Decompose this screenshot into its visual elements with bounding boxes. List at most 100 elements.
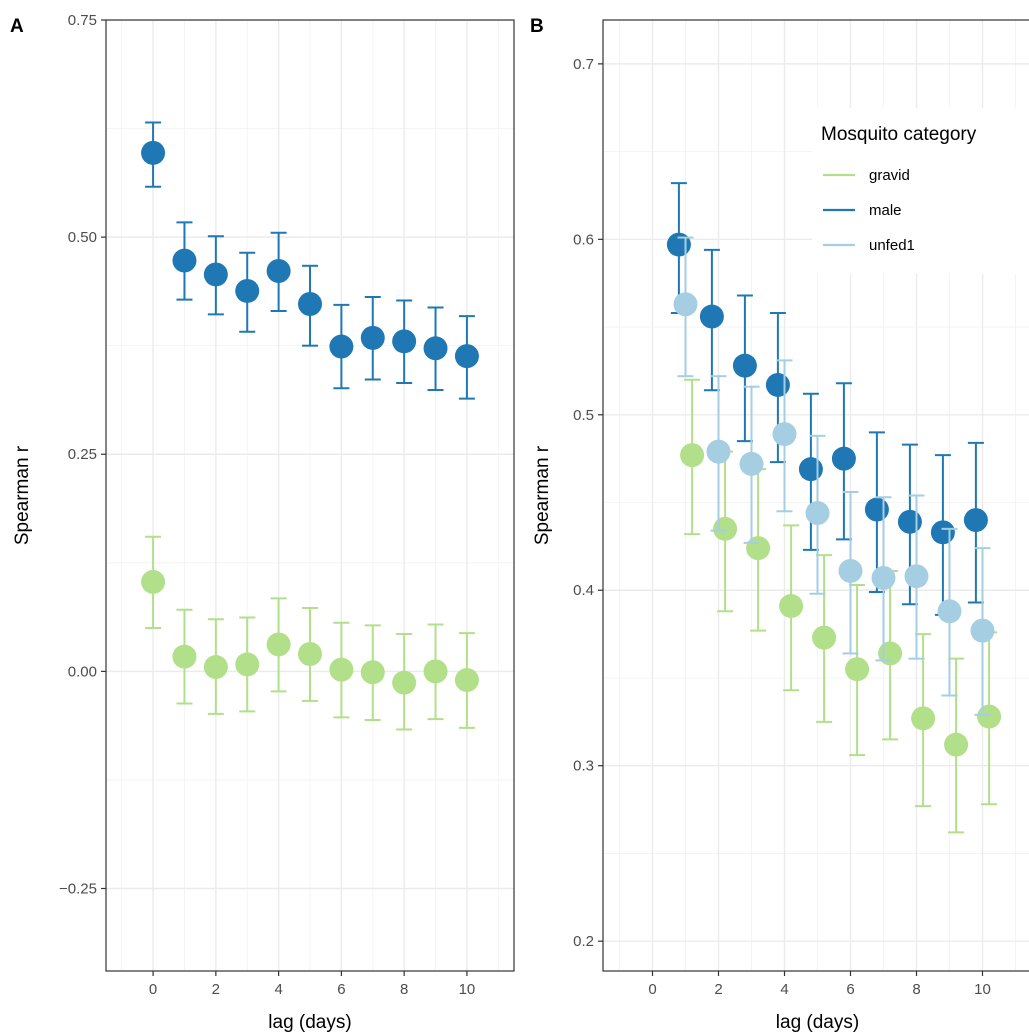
data-point [765,372,790,397]
data-point [141,569,166,594]
data-point [739,451,764,476]
y-axis-title: Spearman r [12,445,33,545]
data-point [706,439,731,464]
y-axis-title: Spearman r [532,445,553,545]
data-point [680,443,705,468]
x-tick-label: 2 [212,981,220,998]
x-tick-label: 4 [274,981,282,998]
legend-background [812,108,1029,274]
data-point [713,516,738,541]
data-point [298,642,322,666]
y-tick-label: 0.00 [68,663,97,680]
data-point [779,594,804,619]
data-point [454,344,479,369]
data-point [963,508,988,533]
legend-label-unfed1: unfed1 [869,237,915,254]
data-point [845,657,870,682]
data-point [172,248,197,273]
data-point [812,625,837,650]
data-point [864,497,889,522]
series-male [141,121,479,400]
data-point [772,422,797,447]
data-point [944,732,969,757]
series-unfed1 [673,236,995,716]
data-point [666,232,691,257]
data-point [930,520,955,545]
data-point [897,509,922,534]
data-point [423,336,448,361]
data-point [673,292,698,317]
data-point [298,291,322,316]
data-point [871,565,896,590]
x-axis: 0 2 4 6 8 10 [648,971,991,998]
series-gravid [141,535,479,731]
y-tick-label: 0.7 [573,56,594,73]
x-tick-label: 0 [149,981,157,998]
data-point [266,632,291,657]
y-tick-label: 0.25 [68,446,97,463]
data-point [831,446,856,471]
y-tick-label: 0.4 [573,582,594,599]
y-axis: 0.2 0.3 0.4 0.5 0.6 0.7 [573,56,603,950]
x-tick-label: 10 [974,981,991,998]
data-point [235,652,260,677]
data-point [392,670,417,695]
legend-label-male: male [869,202,902,219]
panel-tag: A [10,16,24,37]
data-point [392,329,417,354]
data-point [360,660,385,685]
x-axis: 0 2 4 6 8 10 [149,971,475,998]
data-point [911,706,936,731]
data-point [805,501,830,526]
data-point [746,536,771,561]
data-point [329,334,354,359]
data-marks [141,121,479,731]
gridlines [106,20,514,971]
data-point [904,564,929,589]
series-gravid [680,378,1002,834]
data-point [970,618,995,643]
x-tick-label: 10 [459,981,476,998]
data-point [329,657,354,682]
data-point [878,641,903,666]
data-point [203,655,228,680]
data-point [203,262,228,287]
y-tick-label: −0.25 [59,880,97,897]
data-point [172,644,197,669]
legend-title: Mosquito category [821,124,977,145]
panel-tag: B [530,16,544,37]
data-point [699,304,724,329]
data-point [360,325,385,350]
y-tick-label: 0.50 [68,229,97,246]
x-tick-label: 8 [400,981,408,998]
x-axis-title: lag (days) [776,1012,859,1033]
y-tick-label: 0.6 [573,231,594,248]
data-point [732,353,757,378]
y-axis: −0.25 0.00 0.25 0.50 0.75 [59,12,106,897]
x-tick-label: 8 [912,981,920,998]
panel-border [105,19,515,972]
data-point [141,140,166,165]
x-tick-label: 0 [648,981,656,998]
y-tick-label: 0.3 [573,758,594,775]
legend: Mosquito category gravid male unfed1 [812,108,1029,274]
panel-border [602,19,1029,972]
y-tick-label: 0.2 [573,933,594,950]
x-tick-label: 2 [714,981,722,998]
data-point [454,668,479,693]
data-point [838,558,863,583]
data-marks [666,182,1002,834]
x-tick-label: 4 [780,981,788,998]
data-point [977,704,1002,729]
panel-a: −0.25 0.00 0.25 0.50 0.75 0 2 4 6 8 10 lag (days) Sp… [10,12,515,1033]
data-point [423,659,448,684]
data-point [266,258,291,283]
y-tick-label: 0.75 [68,12,97,29]
x-tick-label: 6 [846,981,854,998]
x-tick-label: 6 [337,981,345,998]
data-point [235,278,260,303]
x-axis-title: lag (days) [268,1012,351,1033]
legend-label-gravid: gravid [869,167,910,184]
data-point [937,599,962,624]
